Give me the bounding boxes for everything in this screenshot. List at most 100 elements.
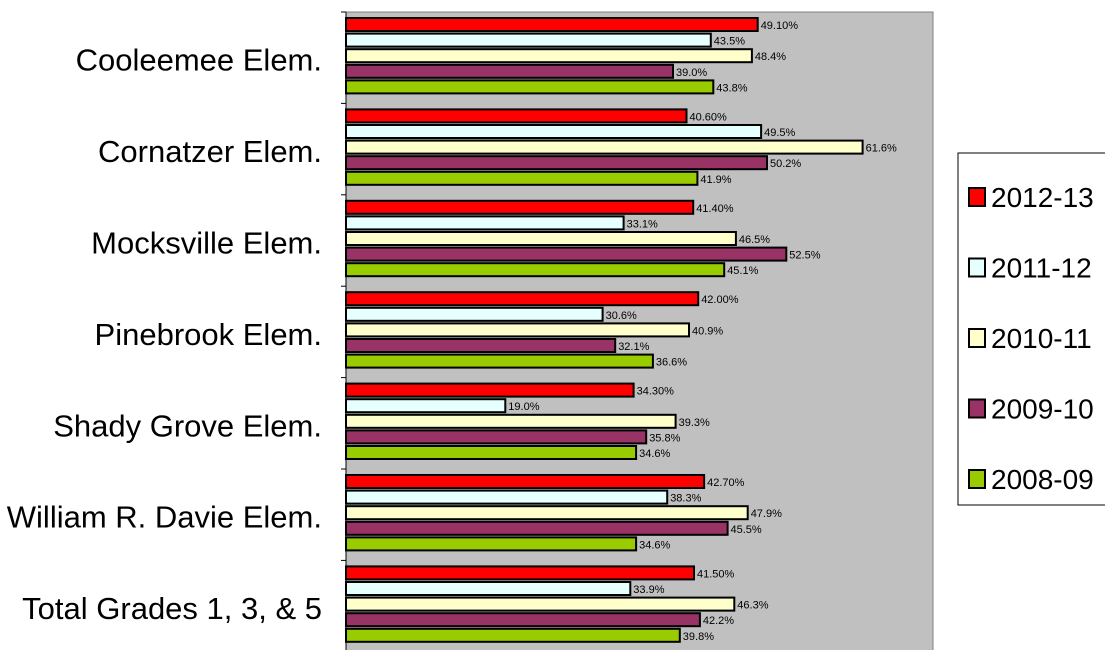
bar: [345, 155, 768, 171]
data-label: 34.6%: [639, 539, 670, 551]
bar: [345, 231, 737, 246]
data-label: 35.8%: [649, 432, 680, 444]
category-label: Cornatzer Elem.: [98, 134, 322, 169]
data-label: 42.00%: [701, 294, 739, 306]
data-label: 39.3%: [679, 417, 710, 429]
legend-swatch: [968, 328, 986, 348]
data-label: 49.10%: [761, 20, 799, 32]
bar: [345, 505, 749, 521]
bar: [345, 445, 638, 460]
category-label: Pinebrook Elem.: [95, 317, 322, 352]
bar-group: [345, 382, 677, 460]
bar: [345, 429, 648, 445]
data-label: 45.5%: [731, 524, 762, 536]
legend-item: 2009-10: [968, 394, 1094, 425]
data-label: 36.6%: [656, 357, 687, 369]
bar: [345, 474, 706, 489]
bar: [345, 79, 715, 95]
legend: 2012-13 2011-12 2010-11 2009-10 2008-09: [957, 152, 1105, 506]
bar: [345, 306, 604, 322]
y-axis-ticks: [341, 11, 346, 561]
bar-group: [345, 565, 736, 643]
data-label: 41.40%: [696, 203, 734, 215]
data-label: 39.0%: [676, 67, 707, 79]
data-labels-layer: 49.10% 43.5% 48.4% 39.0% 43.8% 40.60% 49.5% 61.…: [508, 20, 897, 643]
data-label: 19.0%: [508, 401, 539, 413]
bar-group: [345, 291, 700, 369]
data-label: 42.70%: [707, 477, 745, 489]
data-label: 38.3%: [670, 493, 701, 505]
bar: [345, 124, 763, 139]
bar: [345, 596, 736, 612]
bars-layer: [345, 17, 864, 643]
data-label: 43.8%: [716, 82, 747, 94]
data-label: 34.6%: [639, 448, 670, 460]
bar: [345, 215, 625, 231]
bar-group: [345, 474, 749, 552]
bar: [345, 170, 699, 186]
legend-items: 2012-13 2011-12 2010-11 2009-10 2008-09: [968, 182, 1094, 495]
category-labels: Cooleemee Elem. Cornatzer Elem. Mocksville…: [7, 43, 322, 626]
data-label: 46.3%: [737, 600, 768, 612]
bar: [345, 413, 677, 429]
category-label: Total Grades 1, 3, & 5: [22, 591, 322, 626]
legend-item: 2008-09: [968, 464, 1094, 495]
data-label: 43.5%: [714, 36, 745, 48]
legend-label: 2009-10: [991, 394, 1094, 425]
data-label: 39.8%: [683, 631, 714, 643]
bar-group: [345, 17, 759, 95]
category-label: Cooleemee Elem.: [76, 43, 322, 78]
data-label: 40.60%: [690, 111, 728, 123]
bar: [345, 520, 729, 536]
data-label: 42.2%: [703, 615, 734, 627]
data-label: 32.1%: [618, 341, 649, 353]
bar: [345, 612, 701, 628]
bar: [345, 48, 753, 64]
bar: [345, 338, 617, 353]
bar-group: [345, 108, 864, 186]
category-label: William R. Davie Elem.: [7, 500, 322, 535]
bar: [345, 108, 688, 124]
data-label: 49.5%: [764, 127, 795, 139]
legend-swatch: [968, 257, 986, 278]
data-label: 46.5%: [739, 234, 770, 246]
legend-swatch: [968, 398, 986, 419]
data-label: 61.6%: [866, 143, 897, 155]
legend-label: 2012-13: [991, 182, 1094, 213]
bar: [345, 139, 864, 155]
data-label: 33.1%: [627, 218, 658, 230]
bar: [345, 322, 690, 338]
bar: [345, 32, 712, 48]
bar: [345, 291, 700, 307]
data-label: 48.4%: [755, 51, 786, 63]
legend-label: 2008-09: [991, 464, 1094, 495]
data-label: 41.50%: [697, 568, 735, 580]
bar: [345, 246, 788, 262]
bar: [345, 353, 654, 369]
data-label: 52.5%: [789, 250, 820, 262]
legend-item: 2012-13: [968, 182, 1094, 213]
data-label: 50.2%: [770, 158, 801, 170]
legend-label: 2011-12: [991, 253, 1092, 284]
bar: [345, 398, 507, 414]
data-label: 34.30%: [637, 386, 675, 398]
data-label: 33.9%: [633, 584, 664, 596]
bar: [345, 565, 695, 581]
category-label: Shady Grove Elem.: [53, 408, 322, 443]
bar: [345, 489, 669, 505]
legend-swatch: [968, 469, 986, 489]
bar: [345, 627, 681, 643]
legend-label: 2010-11: [991, 323, 1092, 354]
legend-item: 2010-11: [968, 323, 1092, 354]
legend-item: 2011-12: [968, 253, 1092, 284]
legend-swatch: [968, 187, 986, 207]
bar: [345, 63, 674, 79]
data-label: 40.9%: [692, 325, 723, 337]
bar: [345, 536, 638, 552]
bar: [345, 382, 635, 398]
bar: [345, 262, 726, 278]
data-label: 45.1%: [727, 265, 758, 277]
bar: [345, 199, 695, 215]
